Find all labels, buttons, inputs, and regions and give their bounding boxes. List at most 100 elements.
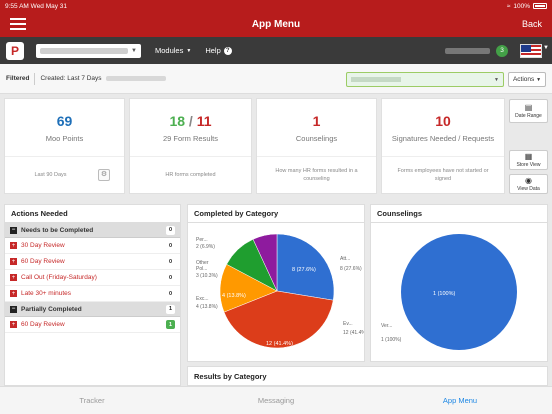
slice-value-ev: 12 (41.4%) bbox=[343, 330, 364, 336]
date-range-button[interactable]: ▤ Date Range bbox=[509, 99, 548, 123]
status-time: 9:55 AM bbox=[5, 2, 29, 10]
panel-title: Actions Needed bbox=[5, 205, 180, 223]
list-item[interactable]: + 60 Day Review 0 bbox=[5, 254, 180, 270]
item-count: 0 bbox=[166, 241, 175, 250]
modules-menu[interactable]: Modules ▼ bbox=[155, 46, 191, 55]
divider bbox=[34, 72, 36, 85]
us-flag-icon[interactable] bbox=[520, 43, 542, 58]
slice-value-ver: 1 (100%) bbox=[381, 337, 402, 343]
group-count: 1 bbox=[166, 304, 175, 314]
slice-label-att: Att... bbox=[340, 256, 350, 262]
kpi-signatures-needed[interactable]: 10 Signatures Needed / Requests Forms em… bbox=[381, 98, 505, 194]
kpi-moo-points[interactable]: 69 Moo Points Last 90 Days ⚙ bbox=[4, 98, 125, 194]
item-count: 1 bbox=[166, 320, 175, 329]
list-item[interactable]: + 60 Day Review 1 bbox=[5, 317, 180, 333]
pie-slice[interactable] bbox=[276, 233, 335, 301]
item-label: Late 30+ minutes bbox=[21, 290, 72, 297]
language-caret-icon: ▼ bbox=[543, 45, 549, 51]
pie-slice[interactable] bbox=[401, 234, 517, 350]
kpi-value: 69 bbox=[56, 112, 73, 129]
slice-label-other: Other bbox=[196, 260, 209, 266]
slice-inner-label-att: 8 (27.6%) bbox=[292, 267, 316, 273]
kpi-value: 10 bbox=[435, 112, 451, 129]
panel-title: Counselings bbox=[371, 205, 547, 223]
location-select[interactable]: ▼ bbox=[36, 43, 141, 58]
nav-bar: App Menu Back bbox=[0, 12, 552, 37]
expand-icon[interactable]: + bbox=[10, 274, 17, 281]
item-count: 0 bbox=[166, 289, 175, 298]
created-filter[interactable]: Created: Last 7 Days bbox=[40, 75, 102, 82]
store-view-button[interactable]: ▦ Store View bbox=[509, 150, 548, 170]
expand-icon[interactable]: + bbox=[10, 290, 17, 297]
actions-button[interactable]: Actions ▼ bbox=[508, 72, 546, 87]
group-label: Needs to be Completed bbox=[21, 226, 94, 234]
slice-inner-label-exc: 4 (13.8%) bbox=[222, 293, 246, 299]
slice-label-other-pol: Pol... bbox=[196, 266, 207, 272]
pie-slice[interactable] bbox=[223, 290, 334, 349]
tab-app-menu[interactable]: App Menu bbox=[442, 396, 478, 405]
kpi-label: Signatures Needed / Requests bbox=[391, 133, 495, 143]
list-item[interactable]: + Call Out (Friday-Saturday) 0 bbox=[5, 270, 180, 286]
kpi-footer: Forms employees have not started or sign… bbox=[397, 168, 489, 182]
kpi-completed-value: 18 bbox=[169, 112, 186, 129]
list-item[interactable]: + 30 Day Review 0 bbox=[5, 238, 180, 254]
group-partially-completed[interactable]: − Partially Completed 1 bbox=[5, 302, 180, 317]
modules-label: Modules bbox=[155, 46, 184, 55]
completed-pie-chart[interactable]: Per... 2 (6.9%) Other Pol... 3 (10.3%) E… bbox=[188, 224, 364, 362]
collapse-icon[interactable]: − bbox=[10, 305, 17, 313]
kpi-value: 1 bbox=[312, 112, 321, 129]
filter-redacted bbox=[105, 76, 166, 81]
item-label: 60 Day Review bbox=[21, 321, 65, 328]
slice-value-other: 3 (10.3%) bbox=[196, 273, 218, 279]
slice-label-ver: Ver... bbox=[381, 323, 392, 329]
collapse-icon[interactable]: − bbox=[10, 226, 17, 234]
panel-title: Results by Category bbox=[194, 371, 267, 381]
expand-icon[interactable]: + bbox=[10, 258, 17, 265]
help-icon: ? bbox=[223, 46, 232, 55]
kpi-label: 29 Form Results bbox=[162, 133, 219, 143]
hamburger-menu-icon[interactable] bbox=[10, 18, 26, 30]
bottom-tab-bar: Tracker Messaging App Menu bbox=[0, 386, 552, 414]
slice-label-exc: Exc... bbox=[196, 296, 209, 302]
slice-inner-label-ver: 1 (100%) bbox=[433, 291, 455, 297]
counselings-pie-chart[interactable]: 1 (100%) Ver... 1 (100%) bbox=[371, 224, 547, 362]
notification-badge[interactable]: 3 bbox=[496, 44, 508, 57]
item-label: Call Out (Friday-Saturday) bbox=[21, 274, 97, 281]
caret-down-icon: ▼ bbox=[536, 76, 542, 83]
tab-tracker[interactable]: Tracker bbox=[79, 396, 105, 405]
kpi-form-results[interactable]: 18 / 11 29 Form Results HR forms complet… bbox=[129, 98, 252, 194]
kpi-incomplete-value: 11 bbox=[196, 112, 212, 129]
kpi-label: Moo Points bbox=[45, 133, 84, 143]
slice-value-per: 2 (6.9%) bbox=[196, 244, 215, 250]
user-name-redacted[interactable] bbox=[445, 47, 490, 54]
filter-row: Filtered Created: Last 7 Days ▼ Actions … bbox=[0, 64, 552, 94]
page-title: App Menu bbox=[251, 19, 301, 30]
app-toolbar: P ▼ Modules ▼ Help ? 3 ▼ bbox=[0, 37, 552, 64]
slice-inner-label-ev: 12 (41.4%) bbox=[266, 341, 293, 347]
view-data-button[interactable]: ◉ View Data bbox=[509, 174, 548, 194]
kpi-footer: How many HR forms resulted in a counseli… bbox=[275, 168, 358, 182]
wifi-icon: ≈ bbox=[506, 2, 511, 10]
item-label: 60 Day Review bbox=[21, 258, 65, 265]
caret-down-icon: ▼ bbox=[186, 47, 192, 54]
group-count: 0 bbox=[166, 225, 175, 235]
group-needs-completed[interactable]: − Needs to be Completed 0 bbox=[5, 223, 180, 238]
list-item[interactable]: + Late 30+ minutes 0 bbox=[5, 286, 180, 302]
item-label: 30 Day Review bbox=[21, 242, 65, 249]
expand-icon[interactable]: + bbox=[10, 242, 17, 249]
tab-messaging[interactable]: Messaging bbox=[257, 396, 295, 405]
back-button[interactable]: Back bbox=[521, 19, 542, 29]
help-menu[interactable]: Help ? bbox=[205, 46, 232, 55]
kpi-footer: Last 90 Days bbox=[34, 171, 67, 178]
actions-label: Actions bbox=[512, 76, 535, 83]
pie-slice[interactable] bbox=[252, 233, 278, 292]
slice-label-per: Per... bbox=[196, 237, 208, 243]
gear-icon[interactable]: ⚙ bbox=[98, 169, 110, 181]
expand-icon[interactable]: + bbox=[10, 321, 17, 328]
date-range-label: Date Range bbox=[515, 113, 542, 119]
store-select[interactable]: ▼ bbox=[346, 72, 504, 87]
kpi-counselings[interactable]: 1 Counselings How many HR forms resulted… bbox=[256, 98, 377, 194]
help-label: Help bbox=[205, 46, 221, 55]
battery-icon bbox=[533, 3, 547, 9]
kpi-label: Counselings bbox=[295, 133, 338, 143]
